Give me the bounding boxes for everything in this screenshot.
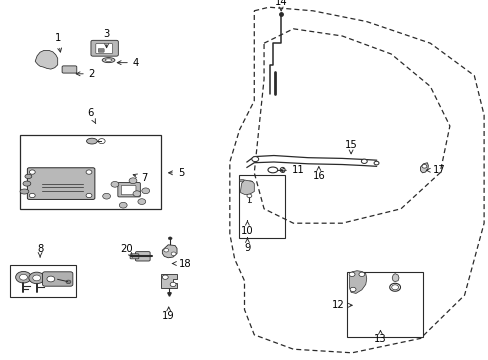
Polygon shape bbox=[35, 50, 58, 69]
Circle shape bbox=[391, 285, 398, 290]
Circle shape bbox=[29, 170, 35, 174]
Ellipse shape bbox=[42, 55, 51, 66]
Circle shape bbox=[348, 272, 354, 276]
Circle shape bbox=[170, 282, 176, 287]
Circle shape bbox=[111, 181, 119, 187]
Circle shape bbox=[47, 276, 55, 282]
Circle shape bbox=[133, 191, 141, 197]
Circle shape bbox=[86, 193, 92, 198]
Text: 6: 6 bbox=[87, 108, 96, 123]
Circle shape bbox=[20, 274, 27, 280]
FancyBboxPatch shape bbox=[96, 44, 112, 54]
Circle shape bbox=[98, 139, 105, 144]
Text: 10: 10 bbox=[241, 221, 253, 236]
Circle shape bbox=[16, 271, 31, 283]
Ellipse shape bbox=[86, 138, 97, 144]
Polygon shape bbox=[162, 245, 177, 258]
Text: 12: 12 bbox=[331, 300, 351, 310]
Polygon shape bbox=[161, 274, 177, 288]
Circle shape bbox=[33, 275, 41, 281]
FancyBboxPatch shape bbox=[27, 168, 95, 199]
FancyBboxPatch shape bbox=[130, 254, 139, 259]
Circle shape bbox=[163, 248, 168, 252]
Polygon shape bbox=[240, 180, 254, 194]
Ellipse shape bbox=[267, 167, 277, 173]
Ellipse shape bbox=[105, 59, 112, 61]
Bar bbox=[238, 175, 285, 238]
Text: 15: 15 bbox=[344, 140, 357, 154]
Circle shape bbox=[421, 165, 426, 168]
Circle shape bbox=[119, 202, 127, 208]
Ellipse shape bbox=[39, 58, 44, 62]
Ellipse shape bbox=[241, 188, 247, 192]
Text: 13: 13 bbox=[373, 330, 386, 344]
Text: 17: 17 bbox=[426, 165, 445, 175]
Text: 2: 2 bbox=[76, 69, 95, 79]
FancyBboxPatch shape bbox=[135, 252, 150, 261]
Bar bbox=[10, 265, 76, 297]
Bar bbox=[20, 135, 161, 209]
FancyBboxPatch shape bbox=[118, 183, 140, 197]
FancyBboxPatch shape bbox=[91, 40, 118, 56]
Circle shape bbox=[129, 178, 137, 184]
Circle shape bbox=[373, 161, 378, 165]
Circle shape bbox=[246, 194, 251, 198]
Text: 16: 16 bbox=[312, 167, 325, 181]
Circle shape bbox=[29, 193, 35, 198]
Circle shape bbox=[251, 157, 258, 162]
Circle shape bbox=[171, 252, 176, 256]
Ellipse shape bbox=[20, 189, 29, 194]
FancyBboxPatch shape bbox=[42, 272, 73, 286]
Polygon shape bbox=[420, 163, 427, 173]
Ellipse shape bbox=[102, 58, 115, 63]
Circle shape bbox=[102, 193, 110, 199]
Circle shape bbox=[349, 287, 355, 292]
Text: 18: 18 bbox=[172, 258, 191, 269]
Circle shape bbox=[358, 272, 364, 276]
Circle shape bbox=[142, 188, 149, 194]
Circle shape bbox=[361, 159, 366, 163]
Circle shape bbox=[66, 280, 71, 284]
Text: 19: 19 bbox=[162, 307, 175, 321]
Text: 9: 9 bbox=[244, 238, 250, 253]
Circle shape bbox=[29, 272, 44, 284]
FancyBboxPatch shape bbox=[62, 66, 77, 73]
Ellipse shape bbox=[280, 167, 285, 172]
Text: 4: 4 bbox=[117, 58, 139, 68]
Polygon shape bbox=[391, 274, 398, 282]
Circle shape bbox=[86, 170, 92, 174]
Ellipse shape bbox=[247, 181, 252, 183]
Bar bbox=[346, 272, 422, 337]
Ellipse shape bbox=[25, 174, 32, 179]
Circle shape bbox=[168, 237, 172, 240]
Ellipse shape bbox=[239, 180, 244, 182]
Text: 3: 3 bbox=[103, 29, 109, 48]
Text: 11: 11 bbox=[280, 165, 304, 175]
Text: 5: 5 bbox=[168, 168, 184, 178]
Text: 1: 1 bbox=[54, 33, 61, 52]
Ellipse shape bbox=[23, 181, 31, 186]
FancyBboxPatch shape bbox=[121, 185, 136, 195]
Circle shape bbox=[138, 199, 145, 204]
Circle shape bbox=[162, 275, 168, 279]
FancyBboxPatch shape bbox=[98, 49, 104, 52]
Text: 7: 7 bbox=[133, 173, 147, 183]
Text: 14: 14 bbox=[274, 0, 287, 11]
Text: 8: 8 bbox=[37, 244, 43, 257]
Polygon shape bbox=[349, 271, 366, 293]
Text: 20: 20 bbox=[120, 244, 132, 257]
